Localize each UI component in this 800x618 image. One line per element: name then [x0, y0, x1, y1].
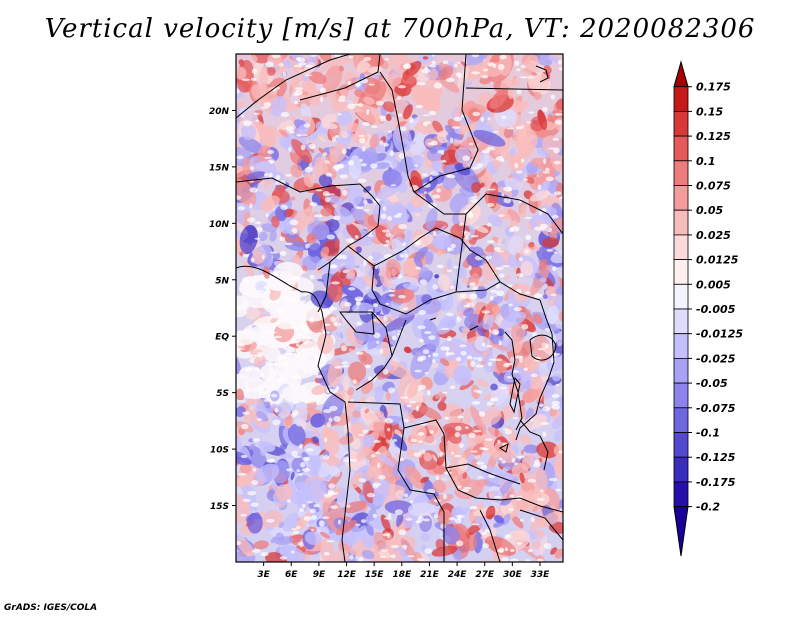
colorbar-label: -0.05	[696, 377, 728, 390]
lon-tick-label: 24E	[448, 570, 468, 580]
colorbar-label: 0.1	[696, 155, 716, 168]
lon-tick-label: 15E	[365, 570, 385, 580]
lat-tick-label: 15S	[210, 502, 229, 512]
colorbar-label: -0.0125	[696, 328, 743, 341]
lon-tick-label: 21E	[420, 570, 440, 580]
colorbar-swatch	[673, 283, 689, 310]
colorbar-label: -0.2	[696, 501, 720, 514]
velocity-field	[236, 54, 563, 562]
colorbar-swatch	[673, 456, 689, 483]
colorbar-swatch	[673, 357, 689, 384]
colorbar: 0.175 0.15 0.125 0.1 0.075 0.05 0.025 0.0125 0.0…	[673, 60, 743, 557]
lat-tick-label: EQ	[215, 333, 229, 343]
colorbar-label: -0.025	[696, 352, 736, 365]
map-plot-area	[235, 53, 564, 563]
colorbar-swatch	[673, 407, 689, 433]
colorbar-label: 0.125	[696, 130, 731, 143]
lon-tick-label: 33E	[531, 570, 551, 580]
lon-tick-label: 9E	[313, 570, 326, 580]
colorbar-swatch	[673, 432, 689, 458]
colorbar-label: 0.0125	[696, 254, 739, 267]
map-frame	[235, 53, 564, 563]
lat-tick-label: 20N	[209, 107, 230, 117]
lat-tick-label: 10N	[209, 220, 230, 230]
colorbar-swatch	[673, 111, 689, 137]
colorbar-label: -0.125	[696, 451, 736, 464]
colorbar-label: -0.075	[696, 402, 736, 415]
colorbar-swatch	[673, 481, 689, 507]
lon-tick-label: 30E	[503, 570, 523, 580]
lat-tick-label: 5N	[215, 276, 229, 286]
colorbar-label: 0.025	[696, 229, 731, 242]
colorbar-label: -0.1	[696, 427, 720, 440]
lon-tick-label: 27E	[475, 570, 495, 580]
colorbar-label: 0.005	[696, 278, 731, 291]
lon-tick-label: 12E	[337, 570, 357, 580]
lat-tick-label: 10S	[210, 446, 229, 456]
colorbar-min-arrow	[673, 506, 689, 557]
colorbar-label: 0.05	[696, 204, 723, 217]
country-boundaries	[236, 54, 563, 562]
lon-tick-label: 3E	[257, 570, 270, 580]
map-title: Vertical velocity [m/s] at 700hPa, VT: 2…	[44, 14, 756, 44]
lat-tick-label: 15N	[209, 163, 230, 173]
colorbar-swatch	[673, 86, 689, 112]
latitude-axis: 20N 15N 10N 5N EQ 5S 10S 15S	[209, 107, 236, 512]
lon-tick-label: 18E	[392, 570, 412, 580]
colorbar-label: 0.175	[696, 81, 731, 94]
colorbar-label: 0.15	[696, 105, 723, 118]
colorbar-swatch	[673, 234, 689, 260]
colorbar-swatch	[673, 382, 689, 409]
colorbar-label: -0.005	[696, 303, 736, 316]
lat-tick-label: 5S	[216, 389, 229, 399]
colorbar-swatch	[673, 185, 689, 211]
colorbar-swatch	[673, 333, 689, 359]
colorbar-swatch	[673, 135, 689, 162]
longitude-axis: 3E 6E 9E 12E 15E 18E 21E 24E 27E 30E 33E	[257, 562, 550, 580]
colorbar-swatch	[673, 160, 689, 186]
lon-tick-label: 6E	[285, 570, 298, 580]
colorbar-swatch	[673, 308, 689, 335]
colorbar-max-arrow	[673, 60, 689, 88]
colorbar-swatch	[673, 259, 689, 285]
colorbar-label: -0.175	[696, 476, 736, 489]
colorbar-swatch	[673, 209, 689, 236]
colorbar-label: 0.075	[696, 180, 731, 193]
grads-credit: GrADS: IGES/COLA	[4, 603, 98, 613]
